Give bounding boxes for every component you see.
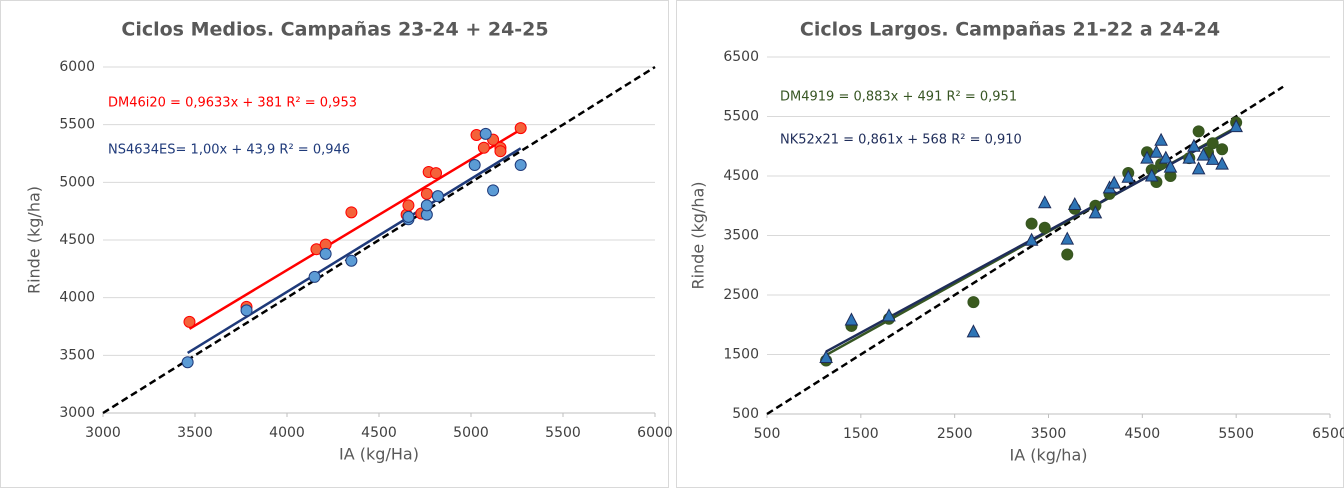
identity-line: [766, 85, 1284, 416]
x-tick-label: 5500: [1218, 426, 1254, 442]
point: [479, 127, 492, 140]
point: [1037, 195, 1052, 209]
point: [1025, 217, 1038, 230]
y-tick-label: 6000: [59, 59, 95, 75]
y-tick-label: 3500: [59, 347, 95, 363]
x-tick-label: 5500: [545, 425, 581, 441]
point: [468, 159, 481, 172]
x-tick-label: 3500: [177, 425, 213, 441]
y-tick-label: 5500: [723, 109, 759, 125]
point: [477, 141, 490, 154]
point: [1121, 169, 1136, 183]
point: [345, 254, 358, 267]
point: [1024, 232, 1039, 246]
trend-line: [188, 128, 522, 330]
point: [181, 356, 194, 369]
point: [487, 184, 500, 197]
equation-label: NS4634ES= 1,00x + 43,9 R² = 0,946: [108, 143, 350, 158]
point: [514, 122, 527, 135]
y-tick-label: 5500: [59, 117, 95, 133]
point: [1191, 161, 1206, 175]
chart-title: Ciclos Largos. Campañas 21-22 a 24-24: [800, 19, 1220, 41]
y-tick-label: 3500: [723, 228, 759, 244]
point: [1215, 156, 1229, 170]
point: [514, 159, 527, 172]
x-tick-label: 3500: [1031, 426, 1067, 442]
point: [420, 199, 433, 212]
y-tick-label: 500: [732, 406, 759, 422]
point: [345, 206, 358, 219]
point: [1192, 125, 1205, 138]
point: [1060, 231, 1075, 245]
point: [1206, 137, 1219, 150]
point: [1182, 150, 1197, 164]
panel-border: [0, 0, 669, 488]
point: [1088, 205, 1103, 219]
y-tick-label: 4000: [59, 290, 95, 306]
x-tick-label: 4500: [1125, 426, 1161, 442]
trend-line: [186, 147, 522, 354]
x-axis-label: IA (kg/ha): [1010, 446, 1088, 465]
x-tick-label: 1500: [843, 426, 879, 442]
equation-label: NK52x21 = 0,861x + 568 R² = 0,910: [780, 133, 1022, 148]
point: [1216, 143, 1229, 156]
point: [319, 247, 332, 260]
point: [1187, 138, 1201, 152]
equation-label: DM46i20 = 0,9633x + 381 R² = 0,953: [108, 96, 357, 111]
point: [1144, 168, 1159, 182]
y-tick-label: 5000: [59, 174, 95, 190]
point: [402, 199, 415, 212]
point: [402, 210, 415, 223]
x-tick-label: 5000: [453, 425, 489, 441]
point: [966, 324, 981, 338]
point: [1061, 248, 1074, 261]
point: [1067, 196, 1082, 211]
point: [494, 145, 507, 158]
y-tick-label: 6500: [723, 49, 759, 65]
y-tick-label: 4500: [59, 232, 95, 248]
x-tick-label: 4500: [361, 425, 397, 441]
identity-line: [102, 65, 656, 415]
point: [430, 167, 443, 180]
y-tick-label: 4500: [723, 168, 759, 184]
point: [420, 187, 433, 200]
x-tick-label: 4000: [269, 425, 305, 441]
point: [1038, 221, 1051, 234]
point: [1149, 144, 1164, 158]
x-tick-label: 6000: [637, 425, 673, 441]
y-axis-label: Rinde (kg/ha): [689, 181, 708, 289]
point: [882, 308, 896, 322]
point: [1196, 147, 1211, 161]
point: [844, 312, 859, 326]
point: [819, 349, 833, 363]
panel-border: [676, 0, 1344, 488]
equation-label: DM4919 = 0,883x + 491 R² = 0,951: [780, 90, 1017, 105]
point: [1163, 159, 1178, 173]
point: [967, 296, 980, 309]
x-tick-label: 2500: [937, 426, 973, 442]
point: [1107, 175, 1122, 189]
y-axis-label: Rinde (kg/ha): [25, 186, 44, 294]
x-tick-label: 6500: [1312, 426, 1344, 442]
point: [240, 304, 253, 317]
y-tick-label: 2500: [723, 287, 759, 303]
y-tick-label: 1500: [723, 347, 759, 363]
point: [1158, 150, 1173, 164]
point: [1229, 119, 1243, 133]
point: [1205, 151, 1220, 165]
x-tick-label: 500: [754, 426, 781, 442]
point: [431, 190, 444, 203]
point: [1154, 132, 1168, 146]
chart-title: Ciclos Medios. Campañas 23-24 + 24-25: [121, 19, 548, 41]
x-axis-label: IA (kg/Ha): [339, 445, 419, 464]
y-tick-label: 3000: [59, 405, 95, 421]
point: [183, 315, 196, 328]
x-tick-label: 3000: [85, 425, 121, 441]
point: [308, 270, 321, 283]
